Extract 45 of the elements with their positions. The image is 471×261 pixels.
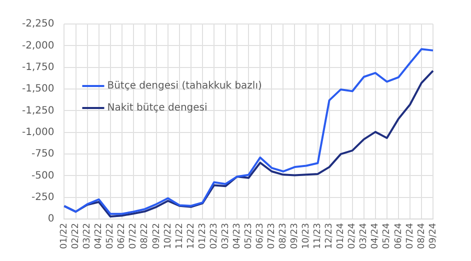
x-tick-label: 09/23 [290, 223, 300, 249]
x-tick-label: 10/22 [163, 223, 174, 249]
x-tick-label: 06/22 [117, 223, 128, 249]
y-tick-label: 0 [48, 214, 54, 225]
x-tick-label: 09/24 [428, 222, 438, 249]
y-tick-label: -750 [32, 148, 54, 160]
x-tick-label: 03/23 [220, 223, 231, 249]
x-tick-label: 04/23 [232, 223, 242, 249]
x-tick-label: 03/22 [82, 223, 93, 249]
legend-label: Bütçe dengesi (tahakkuk bazlı) [107, 80, 262, 92]
x-tick-label: 08/23 [278, 223, 289, 249]
x-tick-label: 11/22 [174, 223, 185, 249]
x-tick-label: 03/24 [359, 222, 370, 249]
x-tick-label: 11/23 [313, 223, 324, 249]
x-tick-label: 02/23 [209, 223, 220, 249]
x-tick-label: 05/23 [244, 223, 254, 249]
x-tick-label: 01/22 [60, 223, 70, 249]
x-tick-label: 07/23 [267, 223, 278, 249]
y-tick-label: -2,000 [22, 40, 54, 52]
x-tick-label: 08/22 [140, 223, 150, 249]
x-tick-label: 12/22 [186, 223, 196, 249]
x-tick-label: 12/23 [324, 223, 335, 249]
y-tick-label: -250 [32, 192, 54, 203]
x-tick-label: 01/24 [336, 222, 346, 249]
y-tick-label: -1,500 [22, 84, 54, 95]
x-tick-label: 05/24 [382, 222, 392, 249]
x-tick-label: 02/22 [71, 223, 82, 249]
x-tick-label: 02/24 [348, 222, 358, 249]
x-tick-label: 06/23 [255, 223, 266, 249]
legend-label: Nakit bütçe dengesi [107, 102, 208, 114]
y-tick-label: -500 [32, 170, 54, 182]
x-tick-label: 04/24 [370, 222, 381, 249]
y-tick-label: -1,000 [22, 126, 54, 138]
x-tick-label: 08/24 [416, 222, 427, 249]
x-tick-label: 01/23 [198, 223, 208, 249]
x-tick-label: 09/22 [152, 223, 162, 249]
y-tick-label: -1,250 [22, 105, 54, 116]
y-tick-label: -1,750 [22, 62, 54, 73]
y-tick-label: -2,250 [22, 18, 54, 30]
x-tick-label: 05/22 [106, 223, 116, 249]
x-tick-label: 04/22 [94, 223, 104, 249]
x-tick-label: 06/24 [394, 222, 404, 249]
x-tick-label: 07/24 [405, 222, 416, 249]
x-tick-label: 07/22 [128, 223, 139, 249]
x-tick-label: 10/23 [302, 223, 312, 249]
